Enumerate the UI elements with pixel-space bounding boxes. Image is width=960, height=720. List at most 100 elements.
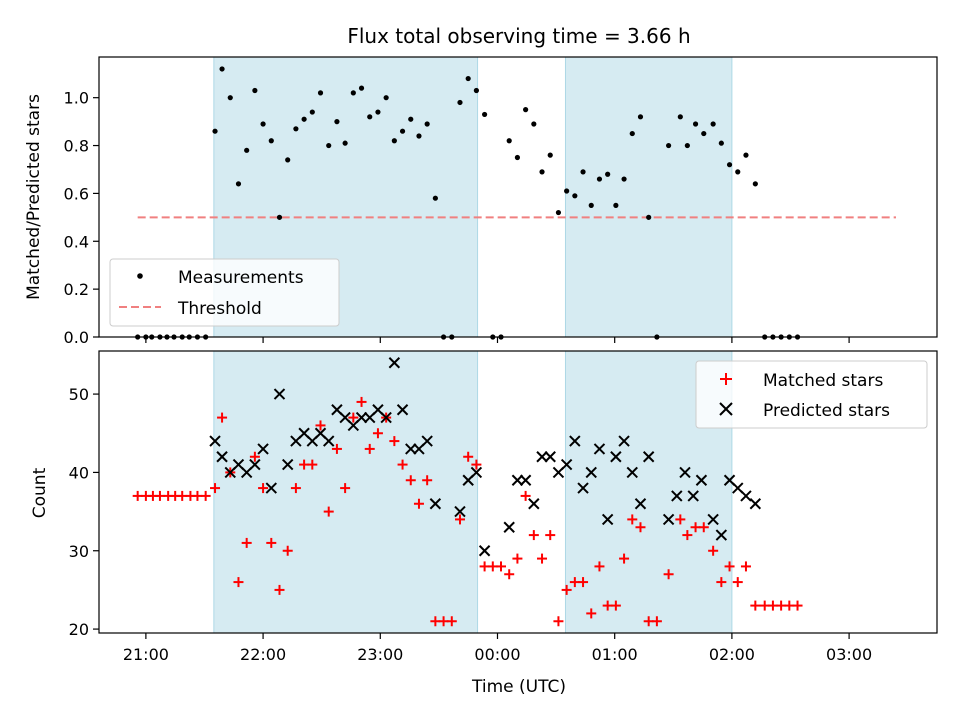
predicted-stars-point (569, 435, 581, 447)
measurement-point (260, 121, 266, 127)
legend-predicted-label: Predicted stars (763, 401, 890, 421)
measurement-point (677, 114, 683, 120)
predicted-stars-point (396, 404, 409, 416)
matched-stars-point (610, 600, 621, 611)
predicted-stars-point (421, 435, 433, 447)
predicted-stars-point (577, 482, 589, 494)
x-tick-label: 01:00 (592, 645, 638, 664)
predicted-stars-point (536, 451, 548, 463)
matched-stars-point (340, 483, 351, 494)
matched-stars-point (446, 616, 457, 627)
predicted-stars-point (601, 513, 614, 526)
predicted-stars-point (273, 388, 286, 400)
matched-stars-point (210, 483, 221, 494)
top-y-tick-label: 0.2 (64, 280, 89, 299)
matched-stars-point (635, 522, 646, 533)
measurement-point (735, 169, 741, 175)
predicted-stars-point (544, 451, 556, 463)
predicted-stars-point (470, 466, 483, 479)
matched-stars-point (422, 475, 433, 486)
bottom-y-axis-label: Count (30, 467, 50, 518)
x-tick-label: 22:00 (240, 645, 286, 664)
measurement-point (588, 202, 594, 208)
legend-matched-marker (720, 373, 732, 385)
matched-stars-point (307, 459, 318, 470)
x-tick-label: 02:00 (709, 645, 755, 664)
measurement-point (473, 87, 479, 94)
matched-stars-point (792, 600, 803, 611)
top-shaded-interval-1 (564, 56, 733, 338)
predicted-stars-point (707, 513, 719, 526)
chart-title: Flux total observing time = 3.66 h (347, 24, 690, 48)
top-y-tick-label: 0.0 (64, 328, 89, 347)
measurement-point (326, 142, 332, 149)
matched-stars-point (217, 412, 228, 423)
predicted-stars-point (405, 443, 417, 455)
measurement-point (547, 152, 553, 158)
measurement-point (358, 85, 365, 91)
legend-matched-label: Matched stars (763, 371, 883, 391)
matched-stars-point (750, 600, 761, 611)
matched-stars-point (512, 553, 523, 564)
measurement-point (539, 169, 545, 175)
bot-y-tick-label: 50 (69, 385, 89, 404)
measurement-point (342, 140, 348, 146)
measurement-point (252, 87, 258, 94)
measurement-point (276, 214, 283, 220)
measurement-point (701, 130, 707, 137)
x-tick-label: 21:00 (123, 645, 169, 664)
bot-y-tick-label: 30 (69, 542, 89, 561)
predicted-stars-point (618, 435, 630, 447)
legend-threshold-label: Threshold (177, 299, 262, 319)
measurement-point (580, 169, 586, 175)
measurement-point (523, 107, 529, 113)
matched-stars-point (290, 483, 301, 494)
matched-stars-point (675, 514, 686, 525)
measurement-point (219, 66, 225, 72)
x-tick-label: 23:00 (357, 645, 403, 664)
predicted-stars-point (209, 435, 221, 447)
matched-stars-point (274, 584, 285, 595)
legend-measurements-marker (137, 273, 143, 279)
measurement-point (285, 157, 291, 163)
predicted-stars-point (388, 357, 401, 369)
matched-stars-point (323, 506, 334, 517)
predicted-stars-point (528, 498, 540, 510)
bot-y-tick-label: 20 (69, 620, 89, 639)
predicted-stars-point (634, 498, 647, 510)
predicted-stars-point (662, 513, 675, 526)
matched-stars-point (496, 561, 507, 572)
matched-stars-point (651, 616, 662, 627)
measurement-point (416, 133, 422, 139)
predicted-stars-point (355, 411, 368, 424)
matched-stars-point (282, 545, 293, 556)
legend-predicted-marker (719, 402, 733, 416)
matched-stars-point (708, 545, 719, 556)
predicted-stars-point (454, 505, 466, 518)
matched-stars-point (364, 443, 375, 454)
measurement-point (605, 171, 611, 177)
measurement-point (424, 121, 430, 127)
measurement-point (457, 99, 463, 106)
matched-stars-point (504, 569, 515, 580)
top-panel: 0.0 0.2 0.4 0.6 0.8 1.0 Matched/Predicted sta… (24, 56, 938, 347)
predicted-stars-point (626, 466, 638, 479)
matched-stars-point (413, 498, 424, 509)
measurement-point (383, 95, 389, 101)
predicted-stars-point (593, 443, 606, 455)
predicted-stars-point (715, 529, 728, 541)
matched-stars-point (200, 490, 211, 501)
bottom-panel: 20 30 40 50 21:00 22:00 23:00 00:00 01:00 02:00 0… (30, 350, 938, 697)
measurement-point (718, 140, 724, 146)
measurement-point (692, 121, 699, 127)
predicted-stars-point (519, 474, 532, 486)
matched-stars-point (471, 459, 482, 470)
bottom-legend: Matched stars Predicted stars (695, 360, 928, 429)
bot-y-tick-label: 40 (69, 463, 89, 482)
matched-stars-point (619, 553, 630, 564)
measurement-point (367, 114, 373, 120)
matched-stars-point (266, 537, 277, 548)
measurement-point (301, 116, 307, 122)
matched-stars-point (698, 522, 709, 533)
